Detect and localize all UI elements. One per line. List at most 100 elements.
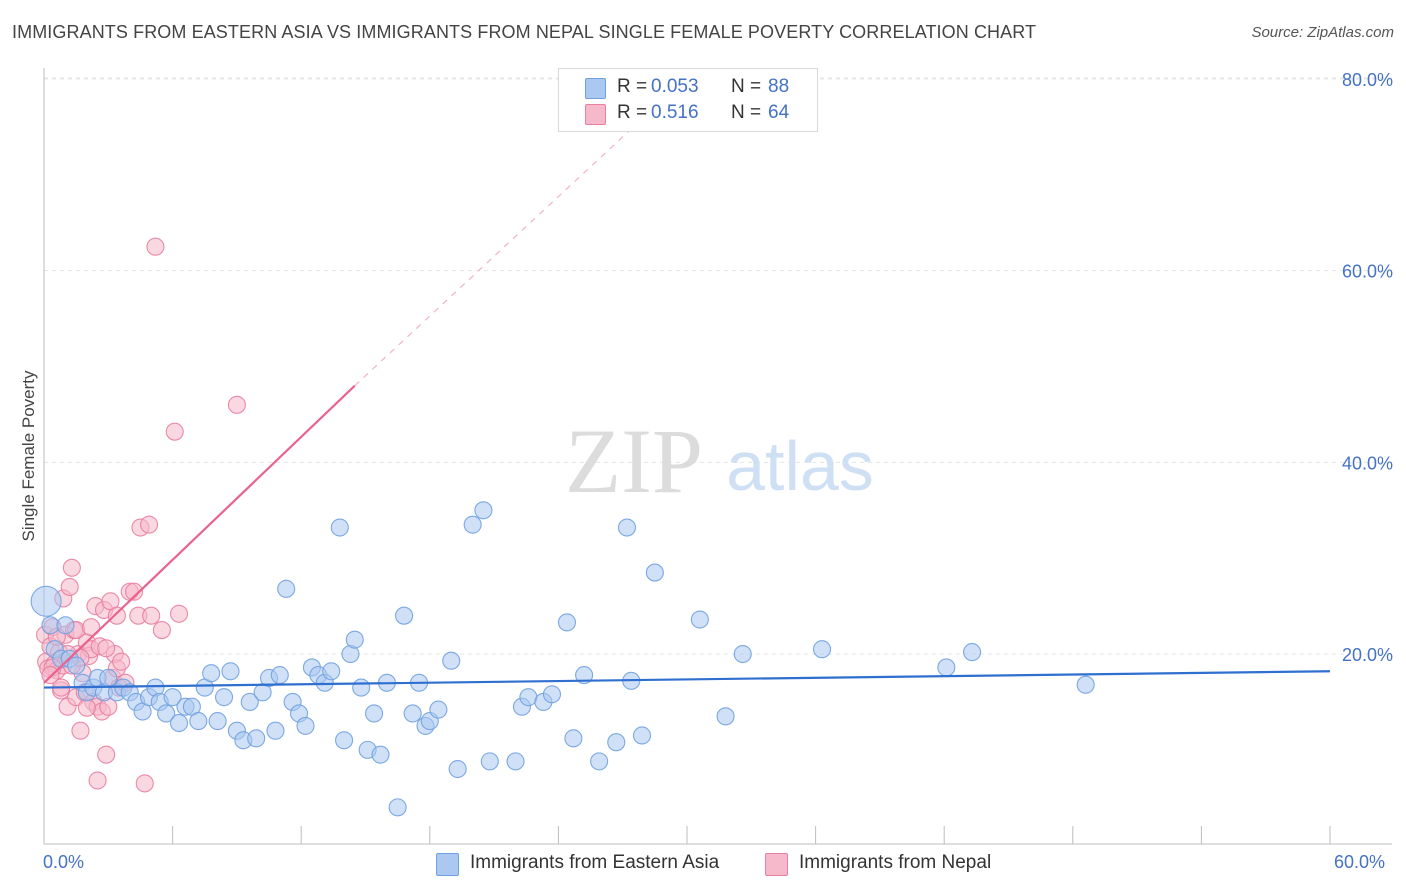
nepal-point [135,774,154,793]
nepal-trend-line-extension [354,126,634,387]
trend-lines [43,126,1331,689]
series-eastern-asia-points [30,501,1095,817]
nepal-point [97,745,116,764]
eastern-asia-point [590,752,609,771]
nepal-trend-line [43,384,356,684]
legend-n-value: 88 [768,76,790,97]
nepal-point [60,577,79,596]
y-axis-label: Single Female Poverty [19,370,38,542]
eastern-asia-point [345,630,364,649]
nepal-point [107,606,126,625]
eastern-asia-point [812,640,832,659]
eastern-asia-point [41,616,60,635]
eastern-asia-point [403,704,422,723]
eastern-asia-point [277,579,296,598]
eastern-asia-point [442,651,461,670]
eastern-asia-point [429,700,448,719]
eastern-asia-point [208,712,227,731]
grid-lines [44,77,1392,655]
nepal-point [71,721,90,740]
nepal-point [124,582,144,601]
nepal-point [77,698,96,717]
legend-r-label: R = [617,76,648,97]
eastern-asia-point [690,610,709,629]
eastern-asia-point [937,658,956,677]
eastern-asia-point [463,515,482,534]
eastern-asia-point [322,662,341,681]
bottom-legend-swatch-blue [436,853,459,876]
eastern-asia-point [214,688,234,707]
legend-r-value: 0.516 [651,102,699,123]
nepal-point [227,395,246,414]
legend-swatch-pink [585,104,606,125]
eastern-asia-point [542,685,562,704]
eastern-asia-point [395,606,414,625]
legend-swatch-blue [585,78,606,99]
eastern-asia-point [266,721,285,740]
legend-n-label: N = [731,102,762,123]
eastern-asia-point [448,759,467,779]
eastern-asia-point [163,688,182,707]
nepal-point [139,515,159,534]
bottom-legend-label: Immigrants from Nepal [799,852,992,873]
axes [43,68,1392,845]
source-label: Source: ZipAtlas.com [1251,24,1394,41]
watermark-zip: ZIP [565,410,703,512]
eastern-asia-point [371,745,390,764]
eastern-asia-point [1076,675,1095,694]
eastern-asia-point [56,616,75,635]
eastern-asia-point [716,707,735,726]
y-tick-label: 40.0% [1342,453,1393,473]
x-tick-max: 60.0% [1334,852,1386,872]
eastern-asia-point [365,704,384,723]
nepal-point [146,237,165,256]
eastern-asia-point [221,662,240,681]
eastern-asia-point [632,726,652,745]
chart-title: IMMIGRANTS FROM EASTERN ASIA VS IMMIGRAN… [12,22,1037,42]
legend-r-value: 0.053 [651,76,699,97]
eastern-asia-point [296,716,315,735]
nepal-point [82,618,101,637]
eastern-asia-point [617,518,637,537]
nepal-point [165,422,184,441]
legend-n-value: 64 [768,102,790,123]
watermark-atlas: atlas [726,427,874,505]
eastern-asia-point [30,585,62,617]
eastern-asia-point [607,733,626,752]
eastern-asia-point [169,713,189,733]
legend-r-label: R = [617,102,648,123]
eastern-asia-point [157,704,176,723]
eastern-asia-point [557,613,577,632]
eastern-asia-point [67,656,86,675]
eastern-asia-trend-line [43,670,1331,689]
nepal-point [142,606,161,625]
nepal-point [169,604,189,623]
eastern-asia-point [519,688,538,707]
eastern-asia-point [240,692,259,711]
eastern-asia-point [575,666,594,685]
y-tick-labels: 20.0% 40.0% 60.0% 80.0% [1342,70,1393,665]
eastern-asia-point [202,664,221,683]
nepal-point [152,621,171,640]
bottom-legend-swatch-pink [765,853,788,876]
eastern-asia-point [963,643,982,662]
eastern-asia-point [506,752,525,771]
eastern-asia-point [330,518,349,537]
nepal-point [62,558,81,577]
eastern-asia-point [352,678,371,697]
eastern-asia-point [189,712,208,731]
eastern-asia-point [270,666,289,685]
bottom-legend-label: Immigrants from Eastern Asia [470,852,720,873]
y-tick-label: 80.0% [1342,70,1393,90]
eastern-asia-point [247,729,266,748]
eastern-asia-point [564,729,583,748]
eastern-asia-point [733,644,752,664]
eastern-asia-point [335,731,354,750]
x-tick-min: 0.0% [43,852,85,872]
y-tick-label: 20.0% [1342,645,1393,665]
legend-n-label: N = [731,76,762,97]
eastern-asia-point [388,798,407,817]
y-tick-label: 60.0% [1342,262,1393,282]
nepal-point [97,639,116,658]
